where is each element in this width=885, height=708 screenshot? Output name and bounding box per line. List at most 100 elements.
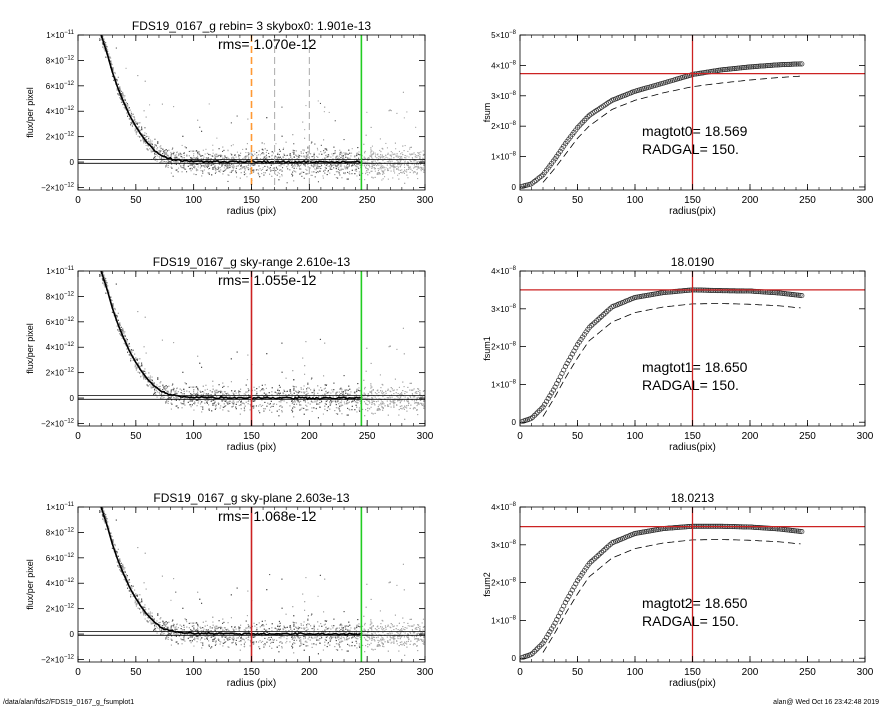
x-tick-label: 100 <box>627 195 644 206</box>
plot-area <box>78 507 425 662</box>
x-tick-label: 150 <box>243 195 260 206</box>
x-tick-label: 300 <box>857 667 874 678</box>
magtot-annotation: magtot0= 18.569 <box>642 123 748 139</box>
plot-area <box>520 507 865 662</box>
y-tick-label: 0 <box>70 394 75 403</box>
x-tick-label: 250 <box>359 667 376 678</box>
x-axis-label: radius (pix) <box>227 206 276 217</box>
y-tick-label: 2×10−12 <box>46 604 75 614</box>
x-tick-label: 150 <box>243 431 260 442</box>
rms-annotation: rms= 1.055e-12 <box>218 272 317 288</box>
x-tick-label: 200 <box>742 195 759 206</box>
x-tick-label: 300 <box>417 667 434 678</box>
y-axis-label: fsum1 <box>482 336 492 361</box>
y-tick-label: 2×10−12 <box>46 368 75 378</box>
x-tick-label: 100 <box>185 431 202 442</box>
y-axis-label: flux/per pixel <box>25 559 35 610</box>
panel-4: magtot1= 18.650 RADGAL= 150. 0 50 100 150 200 2… <box>482 255 874 453</box>
y-tick-label: 8×10−12 <box>46 291 75 301</box>
x-tick-label: 200 <box>742 431 759 442</box>
y-tick-label: 0 <box>512 418 517 427</box>
radgal-annotation: RADGAL= 150. <box>642 613 739 629</box>
panel-5: rms= 1.068e-12 0 50 100 150 200 250 300 −2×10−12… <box>25 491 434 689</box>
x-tick-label: 100 <box>185 667 202 678</box>
magtot-annotation: magtot1= 18.650 <box>642 359 748 375</box>
y-tick-label: 8×10−12 <box>46 527 75 537</box>
x-axis-label: radius(pix) <box>669 678 716 689</box>
y-tick-label: 3×10−8 <box>491 91 517 101</box>
y-tick-label: 0 <box>70 158 75 167</box>
footer-user-timestamp: alan@ Wed Oct 16 23:42:48 2019 <box>773 699 879 706</box>
x-axis-label: radius (pix) <box>227 442 276 453</box>
x-tick-label: 300 <box>857 431 874 442</box>
y-tick-label: 4×10−12 <box>46 578 75 588</box>
plot-area <box>520 271 865 426</box>
y-tick-label: 6×10−12 <box>46 553 75 563</box>
y-tick-label: 4×10−12 <box>46 106 75 116</box>
y-tick-label: 2×10−8 <box>491 578 517 588</box>
y-tick-label: −2×10−12 <box>41 654 75 664</box>
y-tick-label: 4×10−8 <box>491 60 517 70</box>
x-tick-label: 0 <box>517 431 523 442</box>
x-tick-label: 250 <box>359 195 376 206</box>
x-tick-label: 50 <box>572 431 584 442</box>
profile-line <box>100 271 362 401</box>
dashed-series <box>542 539 801 653</box>
y-tick-label: −2×10−12 <box>41 418 75 428</box>
x-tick-label: 0 <box>517 195 523 206</box>
x-tick-label: 150 <box>684 431 701 442</box>
rms-annotation: rms= 1.070e-12 <box>218 36 317 52</box>
panel-3: rms= 1.055e-12 0 50 100 150 200 250 300 −2×10−12… <box>25 255 434 453</box>
y-tick-label: 3×10−8 <box>491 540 517 550</box>
y-tick-label: 2×10−8 <box>491 342 517 352</box>
y-tick-label: 1×10−11 <box>46 30 74 40</box>
x-tick-label: 300 <box>417 431 434 442</box>
rms-annotation: rms= 1.068e-12 <box>218 508 317 524</box>
y-tick-label: 5×10−8 <box>491 30 517 40</box>
profile-line <box>100 507 362 636</box>
x-tick-label: 50 <box>130 667 142 678</box>
series-markers <box>520 523 805 661</box>
y-axis-label: flux/per pixel <box>25 87 35 138</box>
panel-2: magtot0= 18.569 RADGAL= 150. 0 50 100 150 200 2… <box>482 30 874 217</box>
plot-area <box>78 271 425 426</box>
x-tick-label: 0 <box>75 667 81 678</box>
y-tick-label: 3×10−8 <box>491 304 517 314</box>
x-tick-label: 200 <box>301 431 318 442</box>
y-tick-label: 6×10−12 <box>46 317 75 327</box>
x-tick-label: 50 <box>130 431 142 442</box>
dashed-series <box>542 303 801 417</box>
y-tick-label: 0 <box>512 654 517 663</box>
y-tick-label: 2×10−12 <box>46 132 75 142</box>
x-tick-label: 150 <box>684 195 701 206</box>
panel-title: 18.0190 <box>671 255 715 269</box>
panel-title: FDS19_0167_g sky-plane 2.603e-13 <box>153 491 349 505</box>
x-axis-label: radius(pix) <box>669 206 716 217</box>
x-tick-label: 100 <box>627 667 644 678</box>
x-tick-label: 100 <box>627 431 644 442</box>
x-tick-label: 200 <box>301 667 318 678</box>
y-tick-label: 4×10−8 <box>491 502 517 512</box>
x-tick-label: 150 <box>684 667 701 678</box>
x-tick-label: 100 <box>185 195 202 206</box>
y-tick-label: −2×10−12 <box>41 182 75 192</box>
magtot-annotation: magtot2= 18.650 <box>642 595 748 611</box>
panel-title: FDS19_0167_g sky-range 2.610e-13 <box>153 255 351 269</box>
plot-area <box>520 35 865 190</box>
y-tick-label: 0 <box>70 630 75 639</box>
y-tick-label: 1×10−11 <box>46 266 74 276</box>
series-markers <box>520 287 805 425</box>
y-axis-label: fsum <box>482 103 492 123</box>
y-tick-label: 8×10−12 <box>46 55 75 65</box>
x-tick-label: 50 <box>130 195 142 206</box>
x-tick-label: 300 <box>857 195 874 206</box>
x-tick-label: 250 <box>359 431 376 442</box>
x-tick-label: 200 <box>301 195 318 206</box>
footer-file-path: /data/alan/fds2/FDS19_0167_g_fsumplot1 <box>3 699 135 706</box>
y-tick-label: 1×10−8 <box>491 615 517 625</box>
series-markers <box>520 61 805 189</box>
x-tick-label: 0 <box>75 431 81 442</box>
y-axis-label: fsum2 <box>482 572 492 597</box>
panel-title: FDS19_0167_g rebin= 3 skybox0: 1.901e-13 <box>132 19 371 33</box>
